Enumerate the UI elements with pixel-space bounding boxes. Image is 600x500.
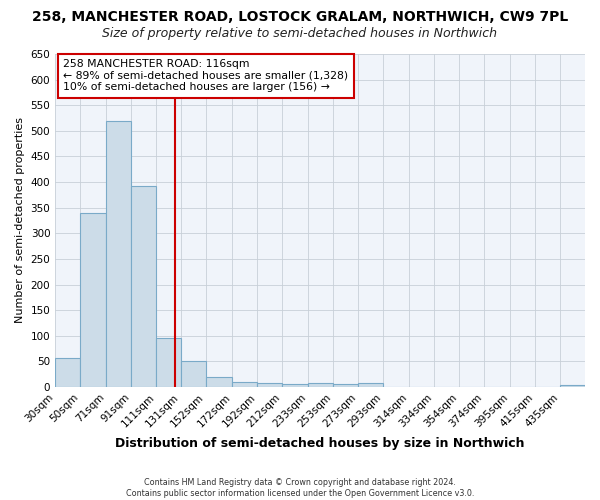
- Bar: [333, 384, 358, 387]
- Bar: [232, 382, 257, 387]
- Text: 258, MANCHESTER ROAD, LOSTOCK GRALAM, NORTHWICH, CW9 7PL: 258, MANCHESTER ROAD, LOSTOCK GRALAM, NO…: [32, 10, 568, 24]
- Bar: [156, 338, 181, 387]
- Bar: [80, 213, 106, 387]
- Bar: [206, 376, 232, 387]
- Bar: [308, 383, 333, 387]
- Bar: [131, 186, 156, 387]
- Bar: [358, 383, 383, 387]
- Bar: [257, 383, 282, 387]
- Bar: [181, 362, 206, 387]
- X-axis label: Distribution of semi-detached houses by size in Northwich: Distribution of semi-detached houses by …: [115, 437, 525, 450]
- Text: Size of property relative to semi-detached houses in Northwich: Size of property relative to semi-detach…: [103, 28, 497, 40]
- Bar: [282, 384, 308, 387]
- Bar: [55, 358, 80, 387]
- Text: 258 MANCHESTER ROAD: 116sqm
← 89% of semi-detached houses are smaller (1,328)
10: 258 MANCHESTER ROAD: 116sqm ← 89% of sem…: [63, 59, 348, 92]
- Text: Contains HM Land Registry data © Crown copyright and database right 2024.
Contai: Contains HM Land Registry data © Crown c…: [126, 478, 474, 498]
- Y-axis label: Number of semi-detached properties: Number of semi-detached properties: [15, 118, 25, 324]
- Bar: [560, 386, 585, 387]
- Bar: [106, 121, 131, 387]
